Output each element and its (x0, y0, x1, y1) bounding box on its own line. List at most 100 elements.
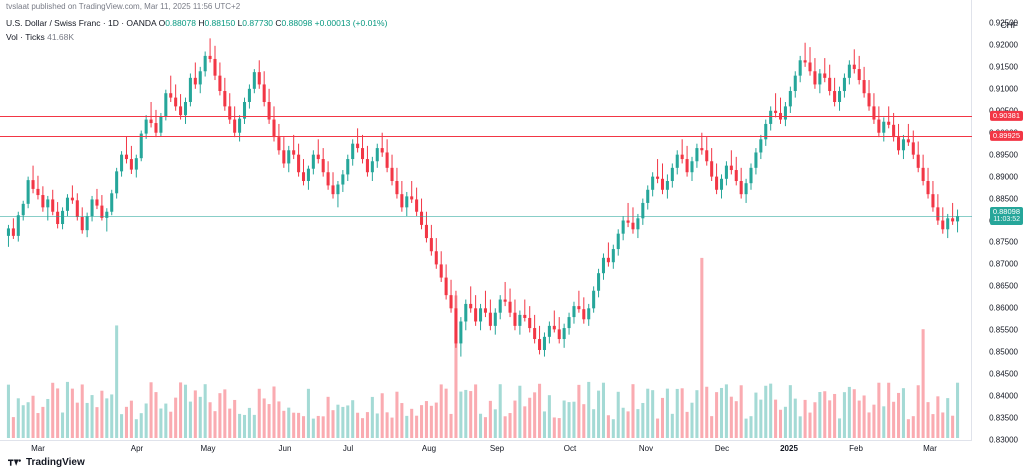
time-tick: Feb (849, 444, 863, 453)
time-axis[interactable]: Mar Apr May Jun Jul Aug Sep Oct Nov Dec 2025 Feb Mar (0, 440, 972, 461)
volume-bar (951, 415, 955, 438)
volume-bar (469, 391, 473, 438)
volume-bar (26, 402, 30, 438)
volume-bar (857, 400, 861, 438)
price-tick: 0.91000 (989, 84, 1018, 94)
time-tick: May (200, 444, 216, 453)
volume-bar (533, 392, 537, 438)
candle (474, 295, 478, 326)
volume-bar (233, 399, 237, 438)
volume-bar (597, 390, 601, 438)
volume-bar (675, 388, 679, 438)
volume-bar (154, 392, 158, 438)
volume-bar (203, 384, 207, 438)
volume-bar (626, 411, 630, 438)
candle (410, 181, 414, 203)
candle (587, 303, 591, 326)
volume-bar (395, 391, 399, 438)
volume-bar (311, 418, 315, 438)
candle (129, 145, 133, 174)
candle (956, 209, 960, 233)
candle (724, 161, 728, 186)
candle (646, 185, 650, 210)
time-tick: Sep (489, 444, 505, 453)
candle (400, 181, 404, 212)
volume-bar (572, 401, 576, 438)
volume-bar (508, 413, 512, 438)
candle (557, 317, 561, 344)
volume-bar (238, 413, 242, 438)
volume-bar (936, 396, 940, 438)
candle (503, 281, 507, 307)
candle (390, 154, 394, 186)
candlestick-svg (6, 38, 960, 438)
candle (21, 200, 25, 221)
candle (331, 172, 335, 199)
last-price-tag-time: 11:03:52 (993, 216, 1020, 224)
volume-bar (361, 418, 365, 438)
candle (872, 93, 876, 124)
price-axis-title: CHF (1000, 20, 1018, 30)
resistance-level-tag[interactable]: 0.90381 (989, 110, 1023, 122)
volume-bar (159, 408, 163, 438)
volume-bar (341, 406, 345, 438)
volume-bar (213, 411, 217, 438)
time-tick: Jun (278, 444, 292, 453)
time-tick: Mar (923, 444, 937, 453)
volume-bar (651, 390, 655, 438)
price-tick: 0.90500 (989, 106, 1018, 115)
volume-bar (464, 389, 468, 438)
candle (415, 187, 419, 217)
volume-bar (36, 413, 40, 438)
volume-bar (129, 400, 133, 438)
candle (70, 185, 74, 204)
candle (272, 106, 276, 142)
candle (341, 170, 345, 192)
volume-bar (818, 392, 822, 438)
last-price-tag[interactable]: 0.88098 11:03:52 (989, 207, 1023, 226)
volume-bar (61, 412, 65, 438)
volume-bar (483, 417, 487, 438)
volume-bar (410, 408, 414, 438)
tradingview-logo: TradingView (8, 457, 85, 468)
chart-plot-area[interactable] (0, 12, 972, 440)
volume-bar (70, 388, 74, 438)
candle (592, 286, 596, 313)
time-tick: Jul (342, 444, 354, 453)
candle (51, 189, 55, 216)
candle (336, 181, 340, 208)
volume-bar (764, 385, 768, 438)
time-tick: 2025 (780, 444, 798, 453)
candle (734, 156, 738, 186)
volume-bar (616, 391, 620, 438)
volume-bar (744, 418, 748, 438)
candle (749, 163, 753, 190)
candle (857, 55, 861, 85)
volume-bar (218, 393, 222, 438)
high-value: 0.88150 (204, 18, 236, 28)
candle (75, 193, 79, 221)
candle (542, 332, 546, 357)
volume-bar (518, 385, 522, 438)
candle (316, 139, 320, 164)
tradingview-mark-icon (8, 458, 21, 466)
volume-bar (124, 406, 128, 438)
symbol-label: U.S. Dollar / Swiss Franc · 1D · OANDA (6, 18, 157, 28)
volume-bar (365, 412, 369, 438)
candle (572, 301, 576, 324)
candle (847, 60, 851, 85)
support-level-tag[interactable]: 0.89925 (989, 130, 1023, 142)
volume-bar (680, 388, 684, 438)
candle (292, 134, 296, 160)
volume-bar (134, 419, 138, 438)
volume-bar (926, 402, 930, 438)
close-value: 0.88098 (281, 18, 313, 28)
volume-bar (336, 404, 340, 438)
volume-bar (552, 417, 556, 438)
volume-bar (65, 381, 69, 438)
candle (287, 145, 291, 173)
price-tick: 0.86500 (989, 281, 1018, 291)
volume-bar (208, 402, 212, 438)
volume-bar (95, 407, 99, 438)
volume-bar (808, 412, 812, 438)
